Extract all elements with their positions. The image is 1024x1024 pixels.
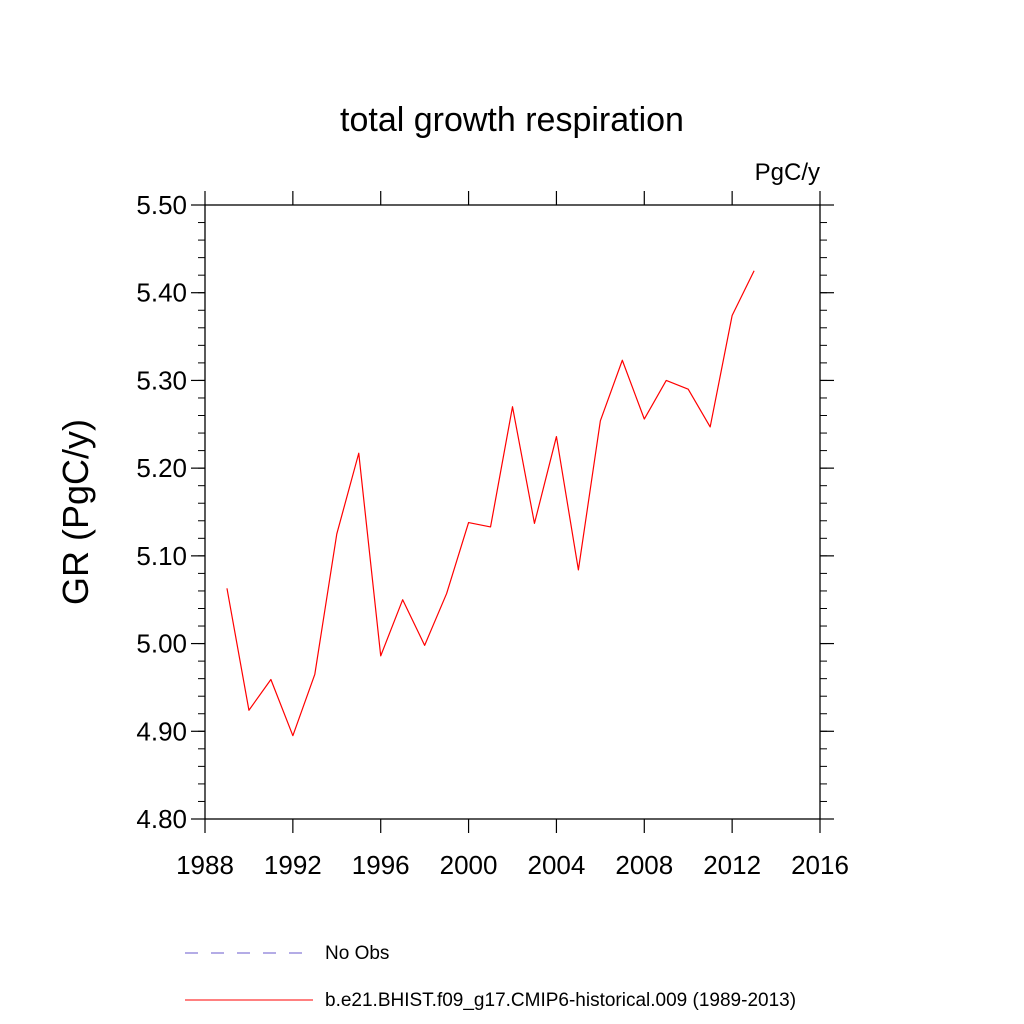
y-tick-label: 5.30 <box>136 365 187 395</box>
y-axis-ticks: 4.80 4.90 5.00 5.10 5.20 5.30 5.40 5.50 <box>136 190 834 834</box>
minor-ticks <box>198 204 827 820</box>
x-axis-ticks: 1988 1992 1996 2000 2004 2008 2012 2016 <box>176 191 849 880</box>
units-label: PgC/y <box>755 159 820 186</box>
y-tick-label: 5.00 <box>136 629 187 659</box>
y-tick-label: 4.80 <box>136 804 187 834</box>
x-tick-label: 2004 <box>528 850 586 880</box>
legend-label-no-obs: No Obs <box>325 943 389 964</box>
legend: No Obs b.e21.BHIST.f09_g17.CMIP6-histori… <box>185 943 796 1011</box>
x-tick-label: 1988 <box>176 850 234 880</box>
x-tick-label: 1992 <box>264 850 322 880</box>
series-line <box>226 270 755 737</box>
legend-label-historical: b.e21.BHIST.f09_g17.CMIP6-historical.009… <box>325 990 796 1011</box>
x-tick-label: 1996 <box>352 850 410 880</box>
series-layer <box>226 270 755 737</box>
y-axis-label: GR (PgC/y) <box>55 419 96 605</box>
x-tick-label: 2000 <box>440 850 498 880</box>
y-tick-label: 5.50 <box>136 190 187 220</box>
y-tick-label: 5.10 <box>136 541 187 571</box>
y-tick-label: 5.40 <box>136 278 187 308</box>
x-tick-label: 2016 <box>791 850 849 880</box>
y-tick-label: 5.20 <box>136 453 187 483</box>
y-tick-label: 4.90 <box>136 716 187 746</box>
x-tick-label: 2012 <box>703 850 761 880</box>
plot-frame <box>204 204 821 820</box>
chart-title: total growth respiration <box>340 101 684 139</box>
x-tick-label: 2008 <box>615 850 673 880</box>
